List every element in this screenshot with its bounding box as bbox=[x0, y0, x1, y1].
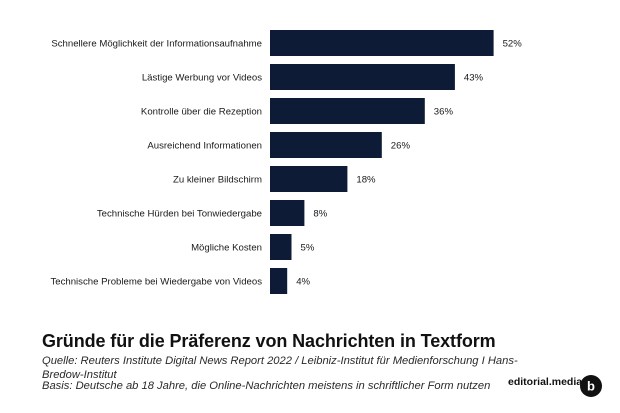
bar bbox=[270, 132, 382, 158]
chart-source: Quelle: Reuters Institute Digital News R… bbox=[42, 355, 518, 381]
value-label: 5% bbox=[301, 243, 315, 254]
value-label: 26% bbox=[391, 141, 411, 152]
brand-logo-icon: b bbox=[580, 375, 602, 397]
value-label: 52% bbox=[503, 39, 523, 50]
chart-title: Gründe für die Präferenz von Nachrichten… bbox=[42, 331, 496, 351]
category-label: Technische Hürden bei Tonwiedergabe bbox=[97, 209, 262, 220]
bar bbox=[270, 30, 494, 56]
category-label: Technische Probleme bei Wiedergabe von V… bbox=[50, 277, 262, 288]
bar bbox=[270, 64, 455, 90]
chart-basis: Basis: Deutsche ab 18 Jahre, die Online-… bbox=[42, 380, 491, 392]
value-label: 4% bbox=[296, 277, 310, 288]
value-label: 36% bbox=[434, 107, 454, 118]
category-label: Zu kleiner Bildschirm bbox=[173, 175, 262, 186]
bar bbox=[270, 234, 292, 260]
value-label: 43% bbox=[464, 73, 484, 84]
brand-name: editorial.media bbox=[508, 376, 583, 388]
bar-chart: Schnellere Möglichkeit der Informationsa… bbox=[50, 30, 523, 294]
bar bbox=[270, 98, 425, 124]
category-label: Mögliche Kosten bbox=[191, 243, 262, 254]
value-label: 18% bbox=[356, 175, 376, 186]
category-label: Schnellere Möglichkeit der Informationsa… bbox=[51, 39, 262, 50]
brand-logo-letter: b bbox=[587, 379, 595, 394]
bar bbox=[270, 166, 348, 192]
category-label: Kontrolle über die Rezeption bbox=[141, 107, 262, 118]
category-label: Lästige Werbung vor Videos bbox=[142, 73, 262, 84]
value-label: 8% bbox=[313, 209, 327, 220]
category-label: Ausreichend Informationen bbox=[147, 141, 262, 152]
bar bbox=[270, 268, 288, 294]
bar bbox=[270, 200, 305, 226]
